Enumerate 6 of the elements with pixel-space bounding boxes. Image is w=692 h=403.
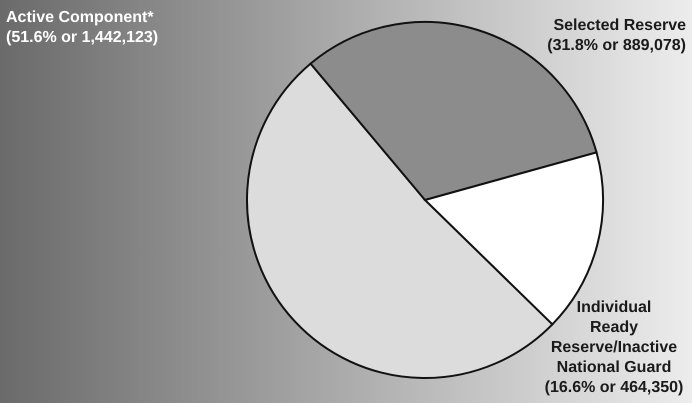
slice-label: Individual Ready Reserve/Inactive National Guard bbox=[550, 299, 678, 376]
data-label: (31.8% or 889,078) bbox=[547, 37, 686, 54]
slice-label: Active Component* bbox=[6, 9, 154, 26]
data-label: (51.6% or 1,442,123) bbox=[6, 29, 158, 46]
slice-label: Selected Reserve bbox=[553, 17, 686, 34]
data-label: (16.6% or 464,350) bbox=[544, 379, 684, 396]
